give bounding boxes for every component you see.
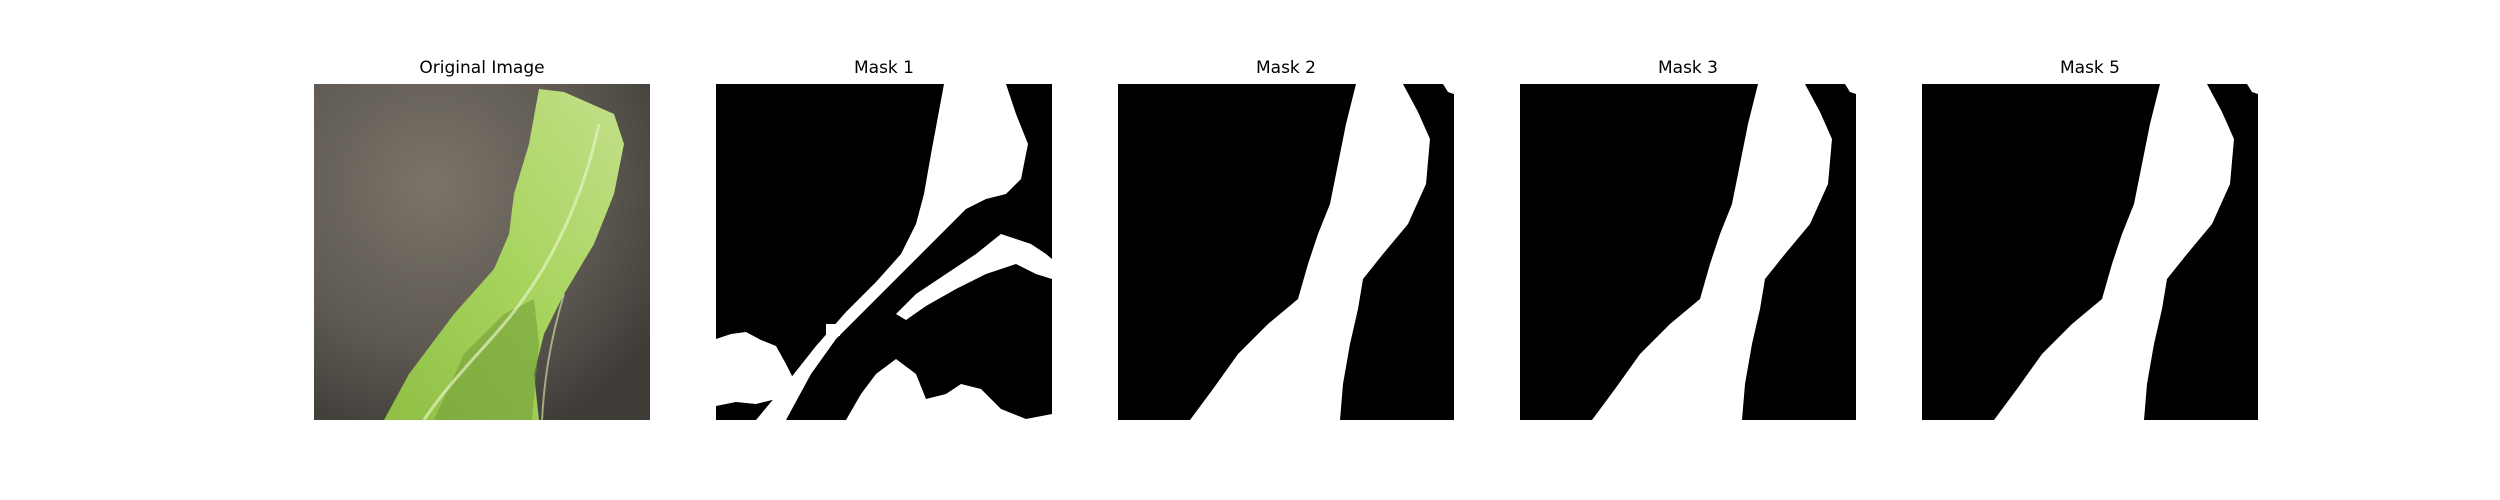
panel-title-original: Original Image <box>419 58 545 78</box>
leaf-lower-shadow <box>434 299 539 420</box>
mask-1-region-bottom <box>846 359 1052 420</box>
mask-1-region-left-noise <box>716 332 796 406</box>
mask-1-speck <box>826 324 840 336</box>
mask-1-svg <box>716 84 1052 420</box>
mask-2-region <box>1190 84 1430 420</box>
mask-5-region <box>1994 84 2234 420</box>
mask-3-svg <box>1520 84 1856 420</box>
panel-title-mask-3: Mask 3 <box>1657 58 1718 78</box>
mask-5-svg <box>1922 84 2258 420</box>
mask-3-image <box>1520 84 1856 420</box>
mask-3-region <box>1592 84 1832 420</box>
mask-2-image <box>1118 84 1454 420</box>
leaf-vein-2 <box>541 293 565 420</box>
leaf-shape <box>384 89 624 420</box>
panel-title-mask-5: Mask 5 <box>2059 58 2120 78</box>
panel-title-mask-2: Mask 2 <box>1255 58 1316 78</box>
mask-5-right-edge <box>2247 84 2258 94</box>
mask-1-region-right <box>896 234 1052 320</box>
mask-2-svg <box>1118 84 1454 420</box>
leaf-photo <box>314 84 650 420</box>
mask-3-right-edge <box>1845 84 1856 94</box>
mask-5-image <box>1922 84 2258 420</box>
mask-1-image <box>716 84 1052 420</box>
original-image <box>314 84 650 420</box>
panel-title-mask-1: Mask 1 <box>853 58 914 78</box>
mask-1-region-main <box>756 84 1028 420</box>
leaf-vein <box>422 123 601 420</box>
mask-2-right-edge <box>1443 84 1454 94</box>
